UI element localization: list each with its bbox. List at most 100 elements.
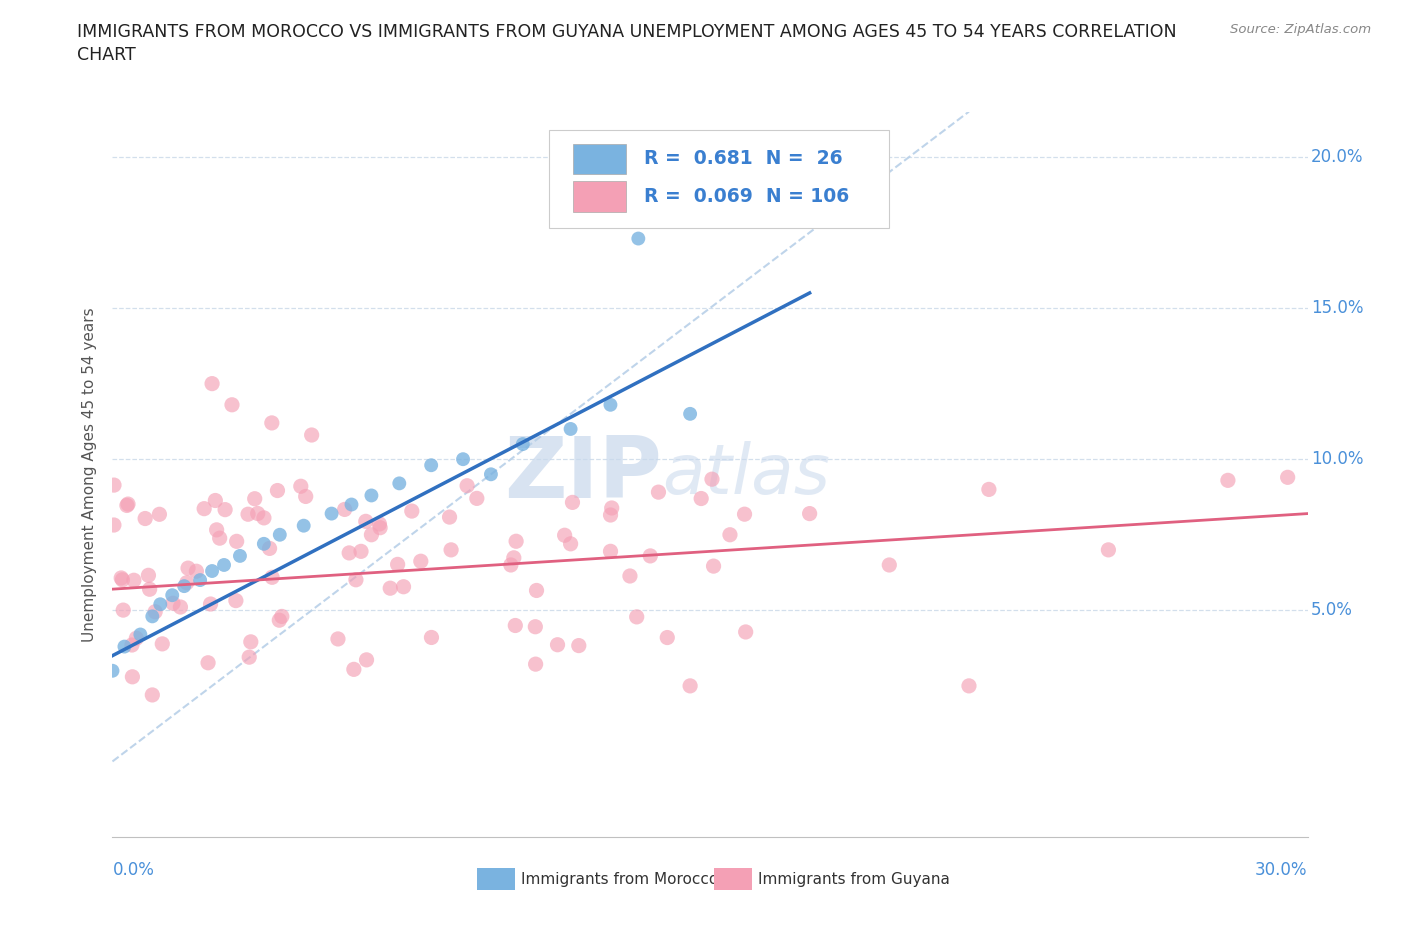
- Text: atlas: atlas: [662, 441, 830, 508]
- Point: [129, 627, 152, 642]
- Point: [647, 485, 669, 499]
- Point: [238, 650, 260, 665]
- Point: [679, 406, 702, 421]
- Point: [138, 568, 160, 583]
- Point: [122, 573, 145, 588]
- Point: [114, 639, 135, 654]
- Point: [547, 637, 569, 652]
- Point: [115, 498, 138, 512]
- Point: [380, 580, 402, 595]
- Point: [239, 634, 262, 649]
- Point: [420, 630, 443, 644]
- Point: [524, 619, 547, 634]
- Point: [177, 561, 200, 576]
- Point: [260, 416, 283, 431]
- Point: [148, 507, 170, 522]
- Text: CHART: CHART: [77, 46, 136, 64]
- Point: [640, 549, 662, 564]
- Point: [290, 479, 312, 494]
- Text: IMMIGRANTS FROM MOROCCO VS IMMIGRANTS FROM GUYANA UNEMPLOYMENT AMONG AGES 45 TO : IMMIGRANTS FROM MOROCCO VS IMMIGRANTS FR…: [77, 23, 1177, 41]
- Point: [657, 631, 679, 645]
- FancyBboxPatch shape: [548, 130, 890, 228]
- Point: [354, 514, 377, 529]
- Point: [110, 570, 132, 585]
- Point: [690, 491, 713, 506]
- Point: [360, 488, 382, 503]
- Point: [499, 558, 522, 573]
- Point: [212, 558, 235, 573]
- Y-axis label: Unemployment Among Ages 45 to 54 years: Unemployment Among Ages 45 to 54 years: [82, 307, 97, 642]
- Point: [619, 568, 641, 583]
- Text: Immigrants from Guyana: Immigrants from Guyana: [758, 871, 949, 886]
- Point: [600, 500, 623, 515]
- Text: 0.0%: 0.0%: [112, 861, 155, 879]
- Point: [188, 573, 211, 588]
- Point: [440, 542, 463, 557]
- Point: [117, 497, 139, 512]
- Point: [368, 516, 391, 531]
- Point: [173, 578, 195, 593]
- Point: [502, 551, 524, 565]
- Point: [420, 458, 443, 472]
- Point: [294, 489, 316, 504]
- Point: [301, 428, 323, 443]
- Point: [560, 421, 582, 436]
- Point: [439, 510, 461, 525]
- Point: [141, 687, 163, 702]
- Point: [229, 549, 252, 564]
- Point: [799, 506, 821, 521]
- Point: [321, 506, 343, 521]
- Point: [262, 570, 284, 585]
- Point: [125, 631, 148, 645]
- Point: [121, 638, 143, 653]
- Point: [112, 603, 135, 618]
- Point: [401, 504, 423, 519]
- Point: [111, 572, 134, 587]
- Point: [409, 553, 432, 568]
- Point: [456, 478, 478, 493]
- Point: [356, 653, 378, 668]
- Point: [333, 502, 356, 517]
- Point: [524, 657, 547, 671]
- Text: Immigrants from Morocco: Immigrants from Morocco: [522, 871, 718, 886]
- Point: [388, 476, 411, 491]
- Point: [101, 663, 124, 678]
- Point: [505, 618, 527, 633]
- Point: [326, 631, 349, 646]
- Point: [561, 495, 583, 510]
- Point: [253, 537, 276, 551]
- Point: [236, 507, 259, 522]
- Point: [141, 609, 163, 624]
- Point: [344, 572, 367, 587]
- Point: [270, 609, 292, 624]
- Point: [200, 596, 222, 611]
- Text: Source: ZipAtlas.com: Source: ZipAtlas.com: [1230, 23, 1371, 36]
- Point: [197, 656, 219, 671]
- Point: [1277, 470, 1299, 485]
- Text: 15.0%: 15.0%: [1312, 299, 1364, 317]
- Point: [150, 636, 173, 651]
- Point: [269, 527, 291, 542]
- Bar: [477, 869, 515, 890]
- Point: [259, 541, 281, 556]
- Point: [479, 467, 502, 482]
- Point: [186, 564, 208, 578]
- Point: [205, 523, 228, 538]
- Point: [225, 593, 247, 608]
- Text: 10.0%: 10.0%: [1312, 450, 1364, 468]
- Point: [269, 613, 291, 628]
- Point: [392, 579, 415, 594]
- Point: [957, 679, 980, 694]
- Point: [343, 662, 366, 677]
- Point: [599, 397, 621, 412]
- Point: [143, 604, 166, 619]
- Point: [505, 534, 527, 549]
- Point: [734, 507, 756, 522]
- Point: [703, 559, 725, 574]
- Point: [138, 582, 160, 597]
- Point: [879, 558, 901, 573]
- Point: [134, 512, 156, 526]
- Point: [149, 597, 172, 612]
- Point: [103, 478, 125, 493]
- Point: [214, 502, 236, 517]
